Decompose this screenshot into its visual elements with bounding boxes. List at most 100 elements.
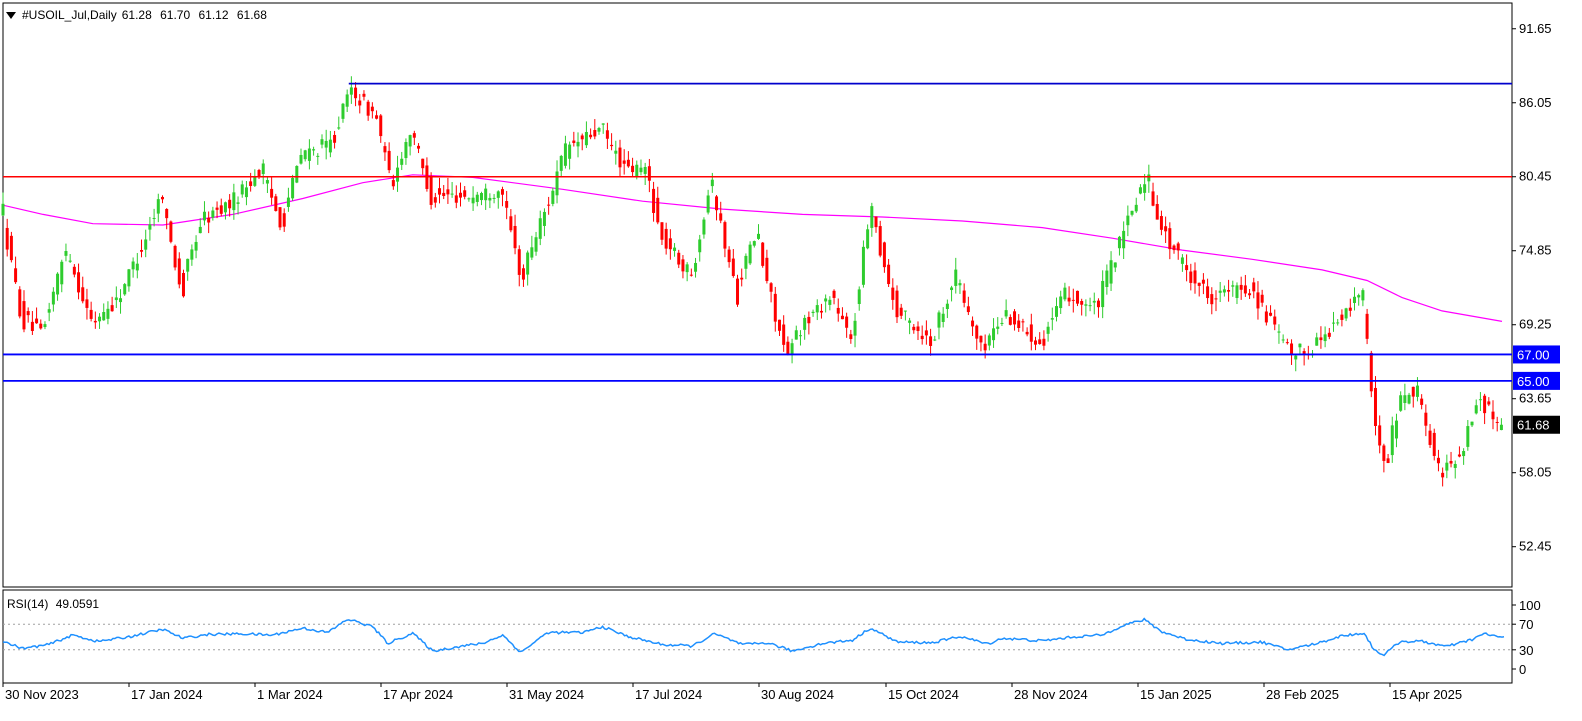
candle-bear	[1285, 342, 1289, 344]
candle-bull	[1352, 296, 1356, 303]
candle-bear	[421, 158, 425, 169]
candle-bull	[114, 297, 118, 301]
candle-bull	[1000, 322, 1004, 324]
candle-bull	[484, 188, 488, 201]
candle-bear	[412, 133, 416, 138]
price-tick-label: 86.05	[1519, 95, 1552, 110]
price-tick-label: 69.25	[1519, 317, 1552, 332]
candle-bear	[215, 207, 219, 210]
candle-bull	[1113, 262, 1117, 268]
candle-bear	[618, 147, 622, 168]
candle-bear	[85, 299, 89, 308]
candle-bull	[643, 167, 647, 174]
candle-bull	[568, 144, 572, 159]
candle-bull	[1277, 331, 1281, 333]
candle-bull	[950, 287, 954, 291]
candle-bear	[9, 235, 13, 261]
candle-bull	[400, 158, 404, 165]
candle-bull	[1180, 257, 1184, 264]
candle-bull	[253, 177, 257, 186]
candle-bull	[702, 219, 706, 235]
candle-bear	[899, 307, 903, 316]
candle-bull	[307, 148, 311, 161]
candle-bull	[492, 197, 496, 199]
candle-bear	[517, 249, 521, 275]
candle-bull	[526, 252, 530, 275]
candle-bull	[1390, 425, 1394, 456]
candle-bear	[1193, 270, 1197, 284]
candle-bear	[249, 181, 253, 187]
candle-bear	[740, 277, 744, 280]
candle-bull	[152, 217, 156, 219]
candle-bear	[160, 196, 164, 200]
candle-bear	[652, 188, 656, 213]
candle-bull	[815, 305, 819, 313]
candle-bear	[1038, 339, 1042, 345]
candle-bear	[916, 326, 920, 331]
candle-bear	[983, 343, 987, 351]
candle-bull	[996, 326, 1000, 329]
time-tick-label: 17 Apr 2024	[383, 687, 453, 702]
time-tick-label: 30 Nov 2023	[5, 687, 79, 702]
rsi-tick-label: 70	[1519, 617, 1533, 632]
candle-bear	[1164, 226, 1168, 232]
candle-bull	[324, 140, 328, 148]
candle-bull	[1147, 174, 1151, 182]
candle-bull	[211, 210, 215, 218]
candle-bear	[375, 115, 379, 119]
candle-bull	[236, 202, 240, 204]
candle-bull	[1059, 296, 1063, 309]
candle-bull	[1143, 184, 1147, 193]
candle-bear	[274, 196, 278, 211]
candle-bear	[140, 250, 144, 252]
candle-bull	[135, 263, 139, 271]
candle-bull	[475, 194, 479, 202]
time-tick-label: 28 Feb 2025	[1266, 687, 1339, 702]
candle-bear	[1256, 292, 1260, 309]
candle-bear	[1436, 457, 1440, 464]
time-tick-label: 1 Mar 2024	[257, 687, 323, 702]
candle-bear	[1273, 316, 1277, 325]
candle-bull	[987, 335, 991, 346]
candle-bear	[270, 188, 274, 198]
time-tick-label: 28 Nov 2024	[1014, 687, 1088, 702]
candle-bull	[555, 171, 559, 196]
candle-bear	[1420, 398, 1424, 405]
candle-bear	[387, 150, 391, 171]
candle-bear	[761, 242, 765, 266]
candle-bull	[190, 249, 194, 260]
candle-bear	[971, 320, 975, 327]
candle-bull	[64, 251, 68, 256]
candle-bull	[694, 262, 698, 272]
candle-bear	[807, 316, 811, 324]
dropdown-triangle-icon[interactable]	[6, 11, 16, 19]
candle-bear	[509, 216, 513, 231]
candle-bear	[228, 199, 232, 209]
candle-bull	[828, 299, 832, 305]
candle-bull	[467, 198, 471, 200]
candle-bull	[47, 309, 51, 313]
candle-bull	[1109, 260, 1113, 284]
candle-bull	[1117, 236, 1121, 249]
candle-bull	[954, 269, 958, 286]
candle-bear	[39, 323, 43, 329]
candle-bull	[127, 269, 131, 287]
candle-bull	[303, 150, 307, 160]
candle-bull	[530, 247, 534, 258]
candle-bull	[1394, 420, 1398, 439]
candle-bull	[295, 165, 299, 183]
price-tick-label: 80.45	[1519, 169, 1552, 184]
candle-bear	[169, 221, 173, 242]
candle-bear	[379, 115, 383, 137]
candle-bear	[589, 134, 593, 138]
candle-bull	[710, 179, 714, 187]
candle-bear	[966, 306, 970, 313]
candle-bear	[882, 242, 886, 268]
candle-bull	[635, 164, 639, 177]
candle-bear	[110, 305, 114, 312]
candle-bear	[622, 160, 626, 164]
candle-bull	[261, 163, 265, 175]
candle-bear	[18, 289, 22, 317]
